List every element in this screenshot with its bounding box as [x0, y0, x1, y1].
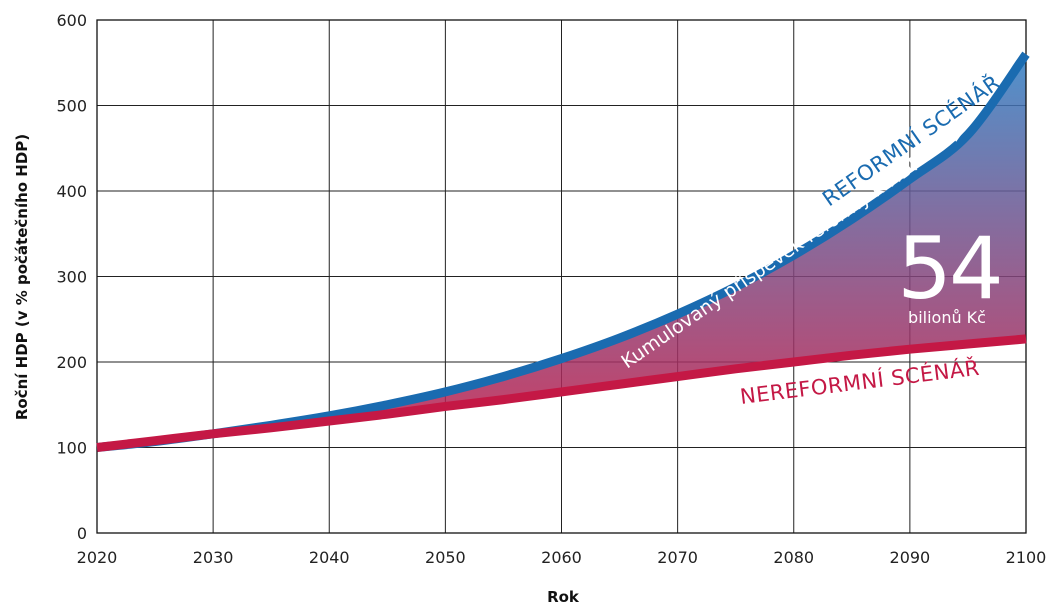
y-tick-label: 600	[56, 11, 87, 30]
no-reform-scenario-line	[96, 334, 1027, 452]
x-tick-label: 2100	[1006, 548, 1047, 567]
y-tick-label: 200	[56, 353, 87, 372]
x-axis-title: Rok	[547, 588, 580, 606]
y-tick-label: 400	[56, 182, 87, 201]
plot-frame	[96, 19, 1027, 534]
x-tick-label: 2020	[77, 548, 118, 567]
x-axis-ticks: 2020 2030 2040 2050 2060 2070 2080 2090 2100	[77, 548, 1047, 567]
x-tick-label: 2050	[425, 548, 466, 567]
x-tick-label: 2030	[193, 548, 234, 567]
x-tick-label: 2070	[657, 548, 698, 567]
x-tick-label: 2040	[309, 548, 350, 567]
y-tick-label: 100	[56, 439, 87, 458]
y-tick-label: 300	[56, 268, 87, 287]
series-lines	[96, 51, 1030, 452]
cumulative-contribution-area	[97, 54, 1026, 448]
x-tick-label: 2090	[890, 548, 931, 567]
x-tick-label: 2080	[773, 548, 814, 567]
cumulative-value: 54	[897, 219, 1000, 319]
y-tick-label: 500	[56, 97, 87, 116]
y-tick-label: 0	[77, 524, 87, 543]
y-axis-title: Roční HDP (v % počátečního HDP)	[13, 134, 31, 420]
x-tick-label: 2060	[541, 548, 582, 567]
cumulative-value-unit: bilionů Kč	[908, 308, 986, 327]
y-axis-ticks: 0 100 200 300 400 500 600	[56, 11, 87, 543]
